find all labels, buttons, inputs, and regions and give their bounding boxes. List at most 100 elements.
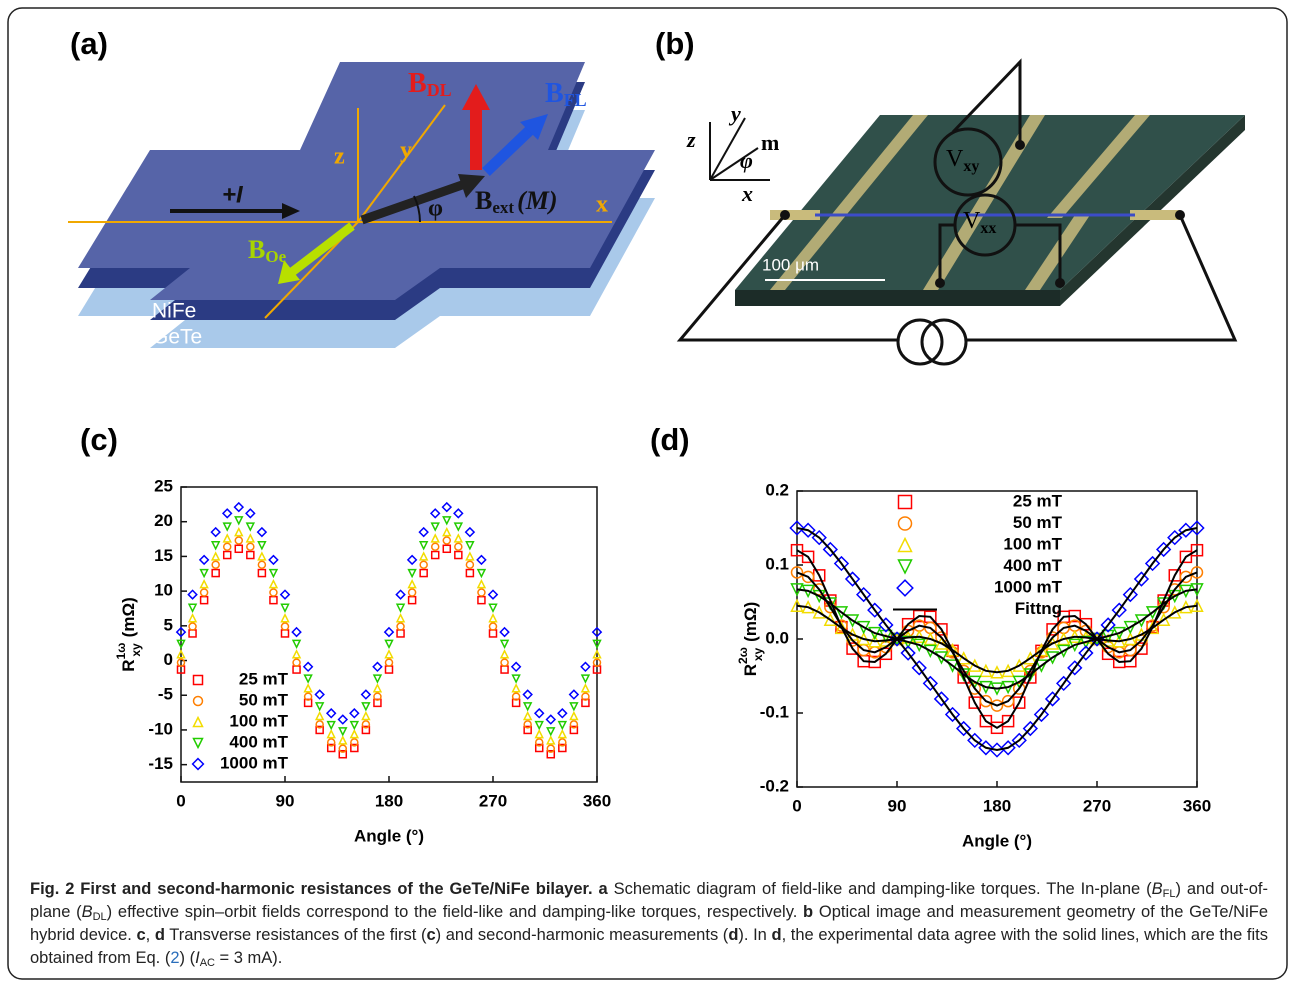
marker <box>911 660 927 676</box>
marker <box>569 702 579 712</box>
marker <box>314 710 325 721</box>
electrode <box>1047 115 1150 218</box>
marker <box>465 541 475 551</box>
marker <box>350 738 359 747</box>
marker <box>326 728 336 739</box>
marker <box>199 595 209 605</box>
marker <box>534 720 544 731</box>
caption-text: a <box>598 880 608 898</box>
legend-marker <box>897 536 913 553</box>
marker <box>1012 658 1026 672</box>
marker <box>1078 645 1094 661</box>
marker <box>488 603 498 613</box>
source <box>920 318 968 366</box>
marker <box>188 629 197 638</box>
marker <box>465 560 475 569</box>
marker <box>361 710 371 721</box>
marker <box>581 698 590 708</box>
bfl-arrow <box>482 126 534 176</box>
marker <box>569 725 579 735</box>
marker <box>1023 651 1038 665</box>
contact <box>935 278 945 288</box>
label-base: V <box>963 208 981 234</box>
boe-arrow <box>289 222 355 276</box>
marker <box>944 706 961 723</box>
marker <box>557 720 568 731</box>
marker <box>464 526 476 538</box>
legend-marker <box>192 674 204 686</box>
charts: (c) -15 -10 -5 0 5 10 15 20 25 0 90 180 270 360 Angle (… <box>80 422 1211 850</box>
marker <box>477 588 486 597</box>
marker <box>257 541 267 551</box>
pad <box>1130 210 1180 220</box>
marker <box>499 626 510 638</box>
panel-label: (d) <box>650 422 690 457</box>
boe-label: BOe <box>248 235 287 266</box>
marker <box>591 626 603 638</box>
marker <box>1045 651 1060 665</box>
marker <box>314 689 325 700</box>
caption-text: c <box>136 926 146 944</box>
current-label: +I <box>222 181 244 208</box>
marker <box>245 533 256 543</box>
marker <box>268 578 279 589</box>
marker <box>592 639 602 650</box>
y-label-unit: (mΩ) <box>741 602 760 642</box>
bext-label: Bext (M) <box>475 186 558 217</box>
caption-text: ). In <box>738 926 772 944</box>
legend-marker <box>192 737 204 750</box>
y-tick-label: -0.2 <box>760 776 789 795</box>
marker <box>268 568 279 579</box>
y-tick-label: 10 <box>154 581 173 600</box>
marker <box>789 520 805 536</box>
legend-label: 25 mT <box>1013 491 1063 510</box>
caption-text: d <box>728 926 739 944</box>
contact <box>1055 278 1065 288</box>
x-tick-label: 360 <box>1183 796 1211 815</box>
marker <box>934 651 949 665</box>
panel-a: (a) BDL BFL z y x +I φ Bext (M) BOe NiFe … <box>68 26 655 349</box>
marker <box>233 501 245 513</box>
marker <box>477 595 486 605</box>
x-tick-label: 180 <box>375 791 403 810</box>
y-label-unit: (mΩ) <box>119 597 138 637</box>
y-tick-label: -0.1 <box>760 702 789 721</box>
marker <box>1123 620 1138 635</box>
y-label-base: R <box>119 659 138 671</box>
arrow-head <box>278 260 300 284</box>
vxx-label: Vxx <box>963 208 996 237</box>
marker <box>187 603 198 613</box>
marker <box>801 550 815 564</box>
marker <box>245 522 256 532</box>
arrow-head <box>462 84 490 110</box>
x-tick-label: 270 <box>1083 796 1111 815</box>
marker <box>292 658 301 667</box>
marker <box>395 603 406 613</box>
marker <box>834 606 849 620</box>
marker <box>395 613 406 623</box>
y-label: y <box>728 101 741 126</box>
marker <box>418 551 429 561</box>
caption-text: DL <box>92 911 107 923</box>
electrode <box>770 115 928 290</box>
z-label: z <box>334 144 345 170</box>
caption-text: b <box>803 903 814 921</box>
marker <box>337 714 349 725</box>
y-tick-label: -10 <box>148 719 173 738</box>
legend-label: 25 mT <box>239 669 289 688</box>
wire <box>967 214 1238 342</box>
marker <box>823 612 838 627</box>
marker <box>476 578 487 589</box>
marker <box>280 629 290 638</box>
fit-line <box>796 604 1198 674</box>
marker <box>545 714 557 725</box>
legend-marker <box>897 559 913 575</box>
marker <box>429 508 441 519</box>
caption-link[interactable]: 2 <box>170 949 180 967</box>
caption-text: c <box>426 926 436 944</box>
legend-label: 50 mT <box>239 690 289 709</box>
marker <box>488 613 498 623</box>
y-label-sup: 2ω <box>736 647 750 664</box>
marker <box>1022 720 1038 737</box>
bdl-label: BDL <box>408 68 452 100</box>
